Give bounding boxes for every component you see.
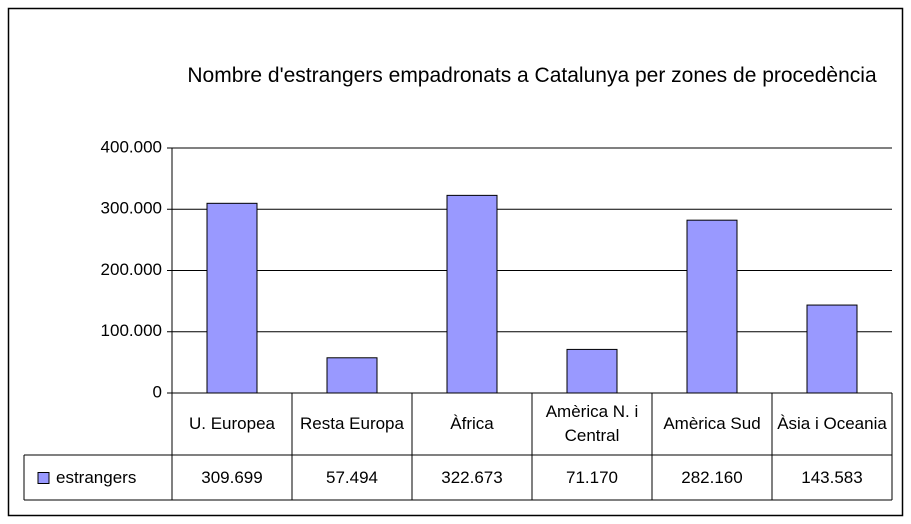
bar [326, 357, 378, 394]
bar [446, 194, 498, 394]
bar [686, 219, 738, 394]
category-label: Àfrica [450, 414, 494, 433]
y-tick-label: 300.000 [101, 199, 162, 218]
legend-label: estrangers [56, 468, 136, 487]
y-tick-label: 400.000 [101, 137, 162, 156]
category-label: Àsia i Oceania [777, 414, 887, 433]
y-tick-label: 100.000 [101, 321, 162, 340]
bar [566, 348, 618, 394]
data-table-value: 71.170 [566, 467, 618, 487]
category-label: U. Europea [189, 414, 275, 433]
y-tick-label: 0 [153, 382, 162, 401]
data-table-value: 282.160 [681, 467, 743, 487]
category-label: Amèrica N. i Central [545, 402, 639, 445]
bar [806, 304, 858, 394]
category-label: Resta Europa [300, 414, 404, 433]
category-label: Amèrica Sud [663, 414, 761, 433]
bar [206, 202, 258, 394]
legend-marker [37, 472, 50, 484]
y-tick-label: 200.000 [101, 260, 162, 279]
data-table-value: 57.494 [326, 467, 378, 487]
data-table-value: 309.699 [201, 467, 263, 487]
chart-title: Nombre d'estrangers empadronats a Catalu… [187, 64, 877, 87]
data-table-value: 322.673 [441, 467, 503, 487]
data-table-value: 143.583 [801, 467, 863, 487]
